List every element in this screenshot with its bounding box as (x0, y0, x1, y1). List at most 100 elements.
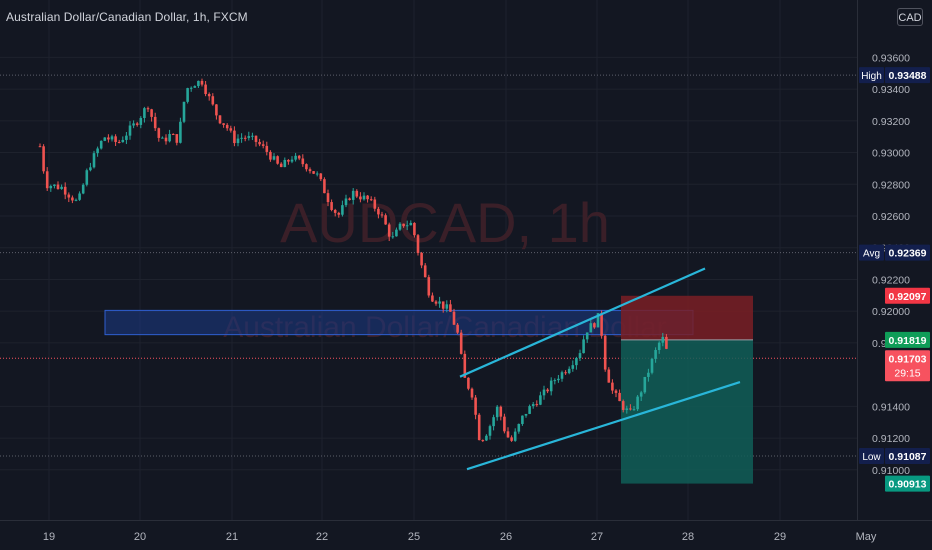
candle-body (85, 170, 89, 185)
candle-body (287, 159, 290, 162)
price-axis[interactable]: 0.93600 0.93400 0.93200 0.93000 0.92800 0.926… (872, 52, 910, 476)
candle-body (110, 136, 114, 140)
candle-body (81, 184, 85, 194)
candle-body (607, 369, 611, 383)
candle-body (182, 101, 186, 122)
candle-body (56, 184, 60, 189)
candle-body (578, 353, 582, 359)
candle-body (215, 104, 218, 116)
candle-body (611, 382, 614, 391)
candle-body (387, 224, 391, 237)
price-tick-label: 0.92800 (872, 179, 910, 191)
candle-body (373, 199, 377, 209)
candle-body (654, 350, 657, 359)
candle-body (614, 390, 618, 393)
time-tick-label: 22 (316, 531, 328, 543)
candle-body (643, 376, 647, 393)
time-axis[interactable]: 19 20 21 22 25 26 27 28 29 May (43, 531, 877, 543)
price-tick-label: 0.91000 (872, 465, 910, 477)
candle-body (449, 304, 452, 312)
candle-body (585, 332, 589, 340)
candle-body (333, 209, 337, 213)
candle-body (218, 115, 222, 124)
support-resistance-zone[interactable] (104, 309, 694, 336)
candle-body (423, 265, 427, 278)
candle-body (254, 135, 258, 142)
ascending-channel[interactable] (459, 267, 741, 471)
candle-body (164, 137, 168, 142)
candle-body (326, 193, 330, 203)
candle-body (139, 117, 143, 125)
currency-badge[interactable]: CAD (897, 8, 923, 26)
price-labels: 0.93488 High 0.92369 Avg 0.91087 Low 0.91703 29… (859, 67, 930, 492)
candle-body (107, 137, 110, 140)
candle-body (171, 134, 175, 136)
candle-body (197, 80, 200, 87)
candle-body (150, 109, 153, 117)
candle-body (492, 417, 495, 427)
candle-body (647, 372, 650, 377)
level-name-bg (859, 447, 884, 464)
candle-body (132, 123, 135, 126)
chart-title: Australian Dollar/Canadian Dollar, 1h, F… (6, 10, 248, 24)
candle-body (168, 134, 171, 142)
candle-body (312, 171, 315, 174)
candle-body (153, 116, 157, 129)
candle-body (593, 323, 596, 328)
candle-body (222, 123, 225, 125)
candle-body (121, 139, 125, 143)
candle-body (236, 138, 240, 144)
candle-body (474, 397, 477, 415)
candle-body (251, 135, 254, 137)
level-name-bg (859, 67, 884, 84)
candle-body (524, 413, 528, 416)
candle-body (452, 311, 456, 325)
candle-body (589, 323, 593, 333)
candle-body (211, 96, 215, 105)
candle-body (553, 380, 557, 382)
candle-body (409, 222, 413, 226)
watermark-symbol: AUDCAD, 1h (280, 191, 610, 254)
candle-body (560, 372, 564, 379)
candle-body (337, 212, 341, 215)
candle-body (506, 431, 510, 438)
candle-body (665, 336, 668, 349)
candle-body (225, 124, 229, 129)
take-profit-zone (621, 339, 753, 484)
candle-body (391, 236, 395, 238)
price-tick-label: 0.93600 (872, 52, 910, 64)
candle-body (204, 84, 207, 95)
candle-body (179, 121, 182, 143)
short-position-tool[interactable] (621, 295, 753, 484)
candle-body (200, 80, 204, 85)
candle-body (186, 88, 189, 102)
candle-body (369, 199, 373, 201)
level-price-tag: 0.93488 (889, 70, 927, 82)
candle-body (427, 277, 431, 296)
candle-body (330, 202, 333, 210)
candle-body (488, 426, 492, 436)
candle-body (233, 130, 236, 144)
time-tick-label: 25 (408, 531, 420, 543)
candle-body (348, 198, 351, 200)
time-tick-label: 29 (774, 531, 786, 543)
candle-body (384, 215, 387, 225)
candle-body (600, 313, 603, 336)
candle-body (359, 196, 362, 200)
candle-body (456, 324, 459, 333)
candle-body (459, 332, 463, 354)
candle-body (380, 214, 384, 216)
candle-body (269, 151, 272, 160)
candle-body (42, 146, 45, 172)
candle-body (438, 301, 441, 304)
candle-body (546, 389, 549, 392)
price-tick-label: 0.93400 (872, 84, 910, 96)
candle-body (557, 378, 560, 381)
candle-body (629, 408, 632, 410)
candle-body (441, 301, 445, 309)
candle-body (618, 392, 621, 402)
candle-body (420, 252, 423, 266)
candle-body (564, 372, 567, 374)
candlestick-series (38, 78, 668, 443)
